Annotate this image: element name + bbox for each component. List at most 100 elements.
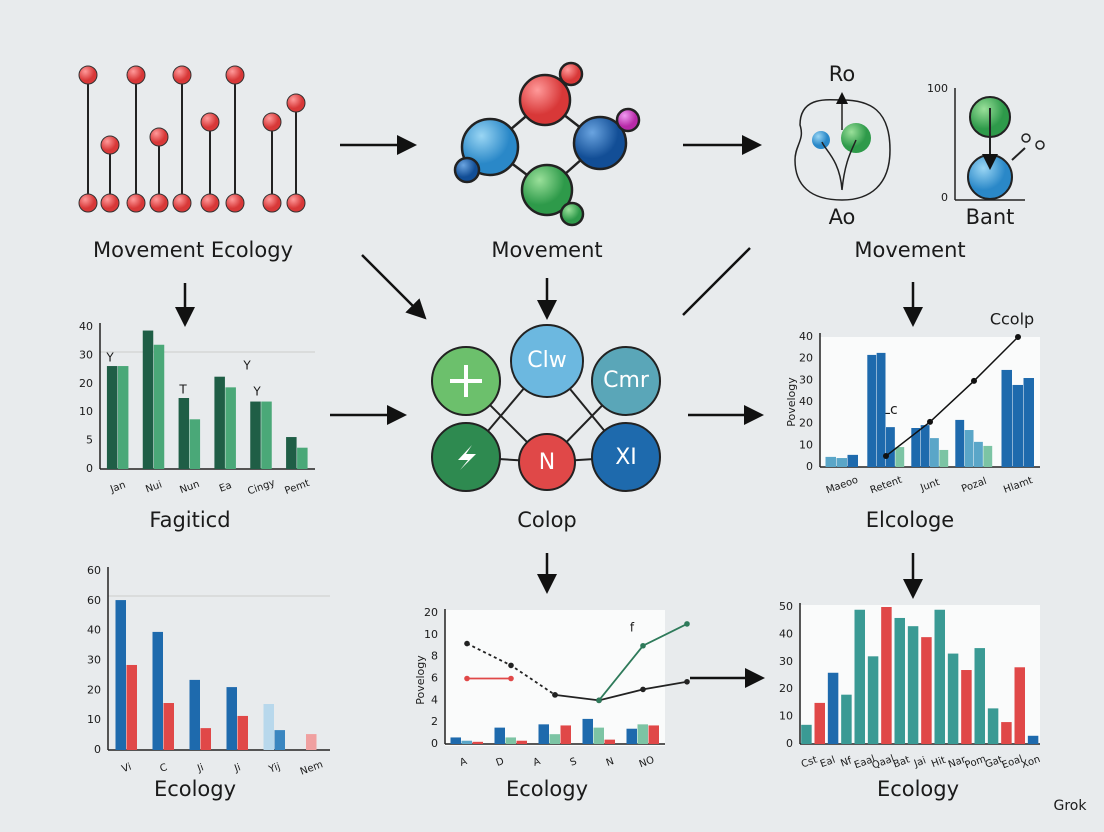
y-tick-label: 40 bbox=[79, 320, 93, 333]
bar bbox=[142, 330, 154, 469]
panel-label: Movement bbox=[491, 238, 602, 262]
bar bbox=[983, 445, 993, 467]
ball bbox=[225, 65, 245, 85]
bar bbox=[560, 725, 571, 744]
y-tick-label: 20 bbox=[779, 682, 793, 695]
bar bbox=[1027, 735, 1039, 744]
panel-label: Movement bbox=[854, 238, 965, 262]
bar bbox=[876, 352, 886, 467]
line bbox=[554, 680, 688, 702]
x-tick-label: Bat bbox=[892, 754, 912, 770]
y-axis-label: Povelogy bbox=[414, 655, 427, 705]
bar bbox=[648, 725, 659, 744]
node-label: Clw bbox=[527, 348, 566, 373]
network bbox=[431, 324, 661, 492]
x-tick-label: A bbox=[458, 756, 468, 769]
bar bbox=[911, 428, 921, 467]
x-tick-label: D bbox=[495, 756, 506, 769]
bar bbox=[854, 609, 865, 744]
x-tick-label: Ea bbox=[218, 480, 233, 495]
y-tick-label: 30 bbox=[87, 654, 101, 667]
y-tick-label: 0 bbox=[941, 191, 948, 204]
ball bbox=[149, 193, 169, 213]
x-tick-label: Cst bbox=[800, 755, 819, 771]
y-tick-label: 0 bbox=[86, 462, 93, 475]
y-tick-label: 40 bbox=[779, 627, 793, 640]
x-tick-label: NO bbox=[638, 755, 656, 771]
bar bbox=[1001, 369, 1012, 467]
y-tick-label: 100 bbox=[927, 82, 948, 95]
bar bbox=[921, 637, 932, 744]
x-tick-label: Nf bbox=[839, 755, 854, 769]
ball bbox=[262, 112, 282, 132]
y-tick-label: 2 bbox=[431, 715, 438, 728]
bar bbox=[163, 703, 174, 750]
x-tick-label: Eal bbox=[819, 755, 837, 771]
panel-label: Movement Ecology bbox=[93, 238, 293, 262]
chart-title: Ccolp bbox=[990, 310, 1034, 329]
bar bbox=[178, 398, 190, 469]
x-tick-label: C bbox=[159, 762, 169, 775]
bar bbox=[549, 734, 560, 744]
ball bbox=[126, 193, 146, 213]
y-tick-label: 0 bbox=[786, 737, 793, 750]
x-tick-label: Nui bbox=[144, 479, 163, 495]
bar bbox=[450, 737, 461, 744]
bar bbox=[115, 600, 126, 750]
ball bbox=[100, 193, 120, 213]
bar bbox=[237, 715, 248, 750]
bar bbox=[955, 419, 965, 467]
x-tick-label: Hit bbox=[930, 755, 947, 770]
x-tick-label: Yij bbox=[267, 761, 282, 776]
y-tick-label: 40 bbox=[799, 330, 813, 343]
bar bbox=[106, 366, 118, 469]
panel-label: Elcologe bbox=[866, 508, 954, 532]
annotation: f bbox=[630, 621, 635, 635]
y-tick-label: 60 bbox=[87, 564, 101, 577]
ball bbox=[126, 65, 146, 85]
cell-icon bbox=[794, 88, 1045, 201]
bar bbox=[494, 727, 505, 744]
y-tick-label: 10 bbox=[799, 438, 813, 451]
bar bbox=[801, 724, 812, 744]
ball bbox=[200, 112, 220, 132]
point bbox=[640, 686, 646, 693]
node-label: XI bbox=[615, 445, 637, 470]
bar bbox=[881, 607, 892, 744]
point bbox=[508, 675, 514, 682]
cell-text: Ao bbox=[829, 205, 856, 229]
y-tick-label: 0 bbox=[94, 743, 101, 756]
bar bbox=[250, 401, 261, 469]
trend-line bbox=[885, 336, 1019, 457]
bar bbox=[987, 708, 999, 744]
trend-point bbox=[927, 418, 933, 425]
ball bbox=[172, 65, 192, 85]
bar bbox=[1014, 667, 1025, 744]
bar bbox=[867, 656, 879, 744]
bar bbox=[214, 376, 225, 469]
bar bbox=[461, 740, 472, 744]
bar bbox=[827, 672, 839, 744]
bar bbox=[226, 687, 237, 750]
bar bbox=[920, 425, 930, 467]
y-tick-label: 30 bbox=[79, 348, 93, 361]
y-tick-label: 6 bbox=[431, 672, 438, 685]
point bbox=[684, 621, 690, 627]
y-tick-label: 10 bbox=[87, 713, 101, 726]
y-tick-label: 0 bbox=[806, 460, 813, 473]
bar bbox=[974, 441, 983, 467]
bar bbox=[1012, 384, 1023, 467]
y-tick-label: 8 bbox=[431, 650, 438, 663]
y-tick-label: 5 bbox=[86, 434, 93, 447]
bar bbox=[841, 694, 852, 744]
point bbox=[552, 692, 558, 698]
ball bbox=[172, 193, 192, 213]
point bbox=[464, 640, 470, 647]
chart-frame bbox=[800, 605, 1040, 745]
bar bbox=[947, 653, 959, 744]
ball bbox=[225, 193, 245, 213]
lollipop-icon bbox=[78, 65, 306, 213]
y-tick-label: 50 bbox=[779, 600, 793, 613]
bar bbox=[200, 728, 211, 750]
trend-point bbox=[883, 453, 889, 460]
